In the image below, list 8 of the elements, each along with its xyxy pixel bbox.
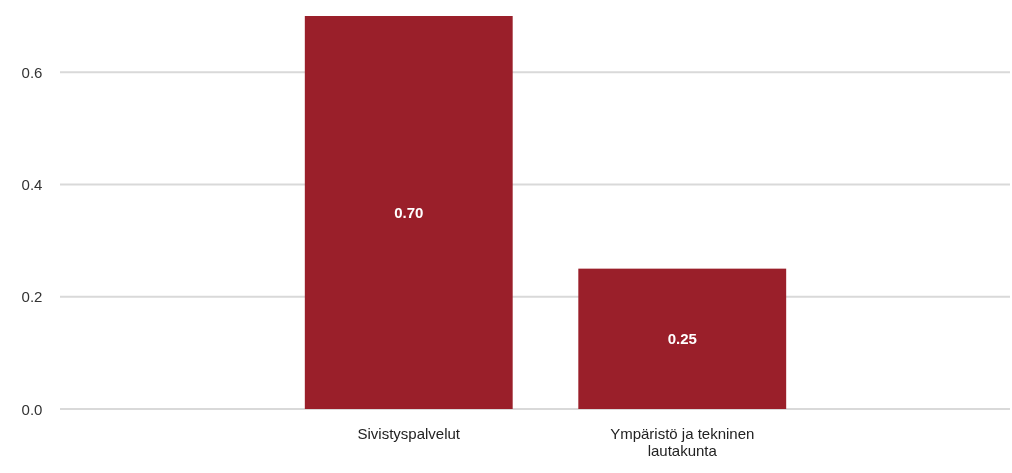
data-label: 0.70 bbox=[394, 204, 424, 221]
data-label: 0.25 bbox=[667, 330, 697, 348]
y-tick-label: 0.0 bbox=[21, 400, 43, 418]
y-tick-label: 0.4 bbox=[21, 175, 43, 193]
y-tick-label: 0.6 bbox=[21, 63, 43, 81]
y-tick-label: 0.2 bbox=[21, 288, 43, 306]
x-tick-label: Ympäristö ja tekninen lautakunta bbox=[610, 425, 755, 459]
x-tick-label: Sivistyspalvelut bbox=[357, 425, 461, 442]
